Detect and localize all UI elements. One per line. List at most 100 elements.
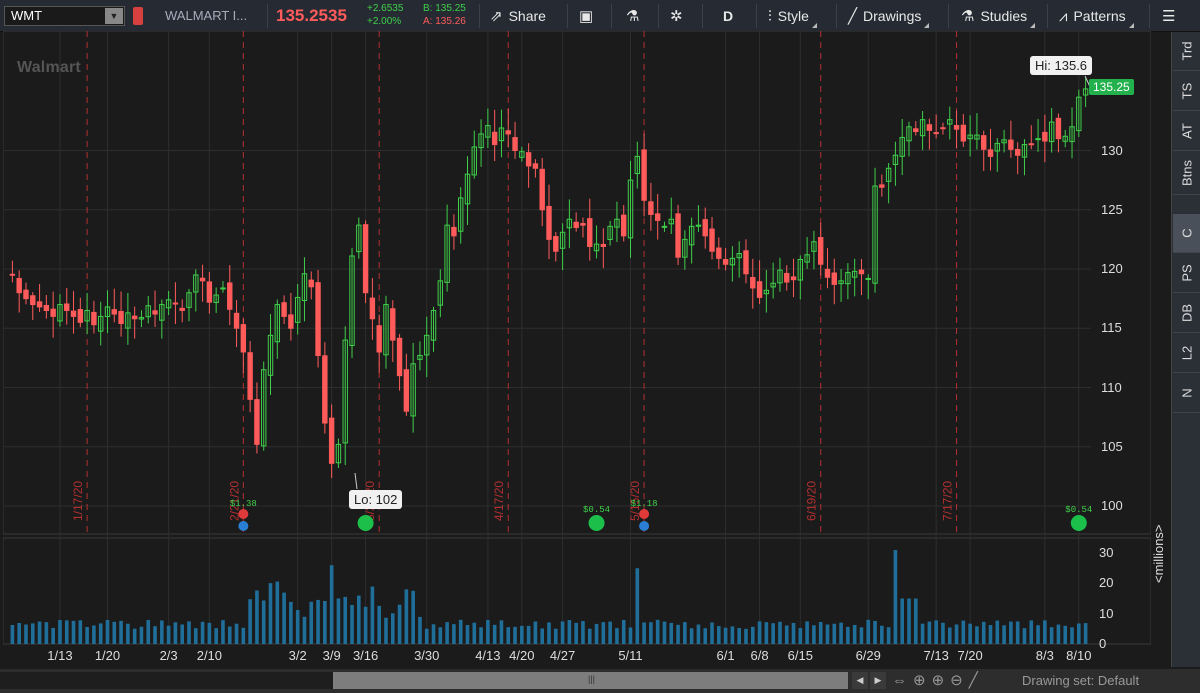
volume-bar <box>778 621 782 644</box>
volume-bar <box>51 627 55 644</box>
volume-bar <box>880 625 884 644</box>
candle-body <box>213 294 219 303</box>
tab-btns[interactable]: Btns <box>1173 152 1200 195</box>
walmart-watermark: Walmart <box>17 59 81 76</box>
volume-bar <box>227 626 232 644</box>
tab-label: N <box>1179 388 1194 398</box>
tab-at[interactable]: AT <box>1173 112 1200 151</box>
period-button[interactable]: D <box>723 8 734 24</box>
style-button[interactable]: ⫶ Style <box>768 0 817 32</box>
candle-body <box>1055 117 1062 140</box>
tab-ps[interactable]: PS <box>1173 254 1200 293</box>
pan-icon[interactable]: ⇔ <box>892 672 913 689</box>
lab-button[interactable]: ⚗ <box>626 0 645 32</box>
candle-body <box>960 124 967 142</box>
candle-body <box>261 369 267 447</box>
candle-body <box>104 306 111 318</box>
tab-db[interactable]: DB <box>1173 294 1200 333</box>
candle-body <box>573 221 579 229</box>
candle-body <box>294 296 301 323</box>
volume-bar <box>839 622 843 644</box>
settings-button[interactable]: ✲ <box>670 0 689 32</box>
price-tick-label: 100 <box>1101 498 1123 513</box>
divider <box>567 4 568 28</box>
volume-bar <box>947 627 952 644</box>
volume-bar <box>601 622 606 644</box>
crosshair-icon[interactable]: ⊕ <box>913 672 932 689</box>
net-change: +2.6535 <box>367 3 404 14</box>
volume-bar <box>295 610 300 644</box>
tab-l2[interactable]: L2 <box>1173 334 1200 373</box>
volume-bar <box>533 621 538 644</box>
zoom-tools[interactable]: ⇔⊕⊕⊖╱ <box>892 671 984 689</box>
menu-button[interactable]: ☰ <box>1162 0 1181 32</box>
scroll-left-button[interactable]: ◀ <box>852 672 868 689</box>
volume-bar <box>683 622 687 644</box>
candle-body <box>376 325 382 353</box>
event-date-label: 6/19/20 <box>805 481 819 521</box>
volume-bar <box>431 624 436 644</box>
symbol-selector[interactable]: WMT ▼ <box>4 6 125 26</box>
volume-bar <box>214 628 218 644</box>
tab-n[interactable]: N <box>1173 374 1200 413</box>
volume-bar <box>927 621 932 644</box>
zoom-out-icon[interactable]: ⊖ <box>950 672 969 689</box>
volume-bar <box>526 625 531 644</box>
candle-body <box>308 279 314 288</box>
candle-body <box>118 310 124 325</box>
divider <box>756 4 757 28</box>
patterns-button[interactable]: ⩘ Patterns <box>1059 0 1134 32</box>
candle-body <box>274 304 281 343</box>
price-volume-chart[interactable]: 1/17/202/21/203/20/204/17/205/15/206/19/… <box>3 31 1151 645</box>
chart-area[interactable]: 1/17/202/21/203/20/204/17/205/15/206/19/… <box>3 31 1166 663</box>
scroll-right-button[interactable]: ▶ <box>870 672 886 689</box>
horizontal-scrollbar[interactable]: ||| <box>0 672 848 689</box>
event-date-label: 1/17/20 <box>71 481 85 521</box>
earnings-marker-icon <box>639 509 650 519</box>
tab-trd[interactable]: Trd <box>1173 32 1200 71</box>
candle-body <box>240 324 247 353</box>
candle-body <box>1014 148 1021 156</box>
volume-bar <box>547 622 551 644</box>
symbol-value: WMT <box>11 8 43 23</box>
link-group-icon[interactable] <box>133 7 143 25</box>
candle-body <box>165 299 172 309</box>
notes-button[interactable]: ▣ <box>579 0 599 32</box>
last-price: 135.2535 <box>276 6 347 25</box>
tab-label: Btns <box>1179 159 1194 187</box>
scrollbar-thumb[interactable]: ||| <box>333 672 848 689</box>
date-tick-label: 6/29 <box>855 648 881 663</box>
volume-bar <box>710 622 714 644</box>
volume-bar <box>24 624 28 644</box>
candle-body <box>498 127 505 142</box>
volume-bar <box>479 627 483 644</box>
volume-bar <box>119 620 123 644</box>
volume-bar <box>798 628 803 644</box>
tab-ts[interactable]: TS <box>1173 72 1200 111</box>
candle-body <box>709 228 715 252</box>
corner-triangle-icon <box>811 23 817 28</box>
draw-icon[interactable]: ╱ <box>968 672 984 689</box>
volume-bar <box>913 598 918 644</box>
date-tick-label: 3/9 <box>322 648 341 663</box>
date-tick-label: 4/13 <box>475 648 501 663</box>
chevron-down-icon[interactable]: ▼ <box>105 8 123 24</box>
date-tick-label: 8/3 <box>1035 648 1054 663</box>
volume-bar <box>255 590 259 644</box>
volume-bar <box>1036 625 1040 644</box>
candle-body <box>953 125 960 130</box>
share-icon: ⇗ <box>490 8 503 25</box>
volume-bar <box>662 621 667 644</box>
zoom-in-icon[interactable]: ⊕ <box>931 672 951 689</box>
candle-body <box>614 218 620 228</box>
candle-body <box>342 339 348 444</box>
candle-body <box>1069 126 1075 143</box>
tab-c[interactable]: C <box>1173 214 1200 253</box>
low-pointer <box>354 472 358 490</box>
candle-body <box>559 231 566 249</box>
ask-price: A: 135.26 <box>423 16 466 27</box>
studies-button[interactable]: ⚗ Studies <box>961 0 1036 32</box>
share-button[interactable]: ⇗ Share <box>490 0 546 32</box>
drawings-button[interactable]: ╱ Drawings <box>848 0 930 32</box>
candle-body <box>199 277 206 282</box>
